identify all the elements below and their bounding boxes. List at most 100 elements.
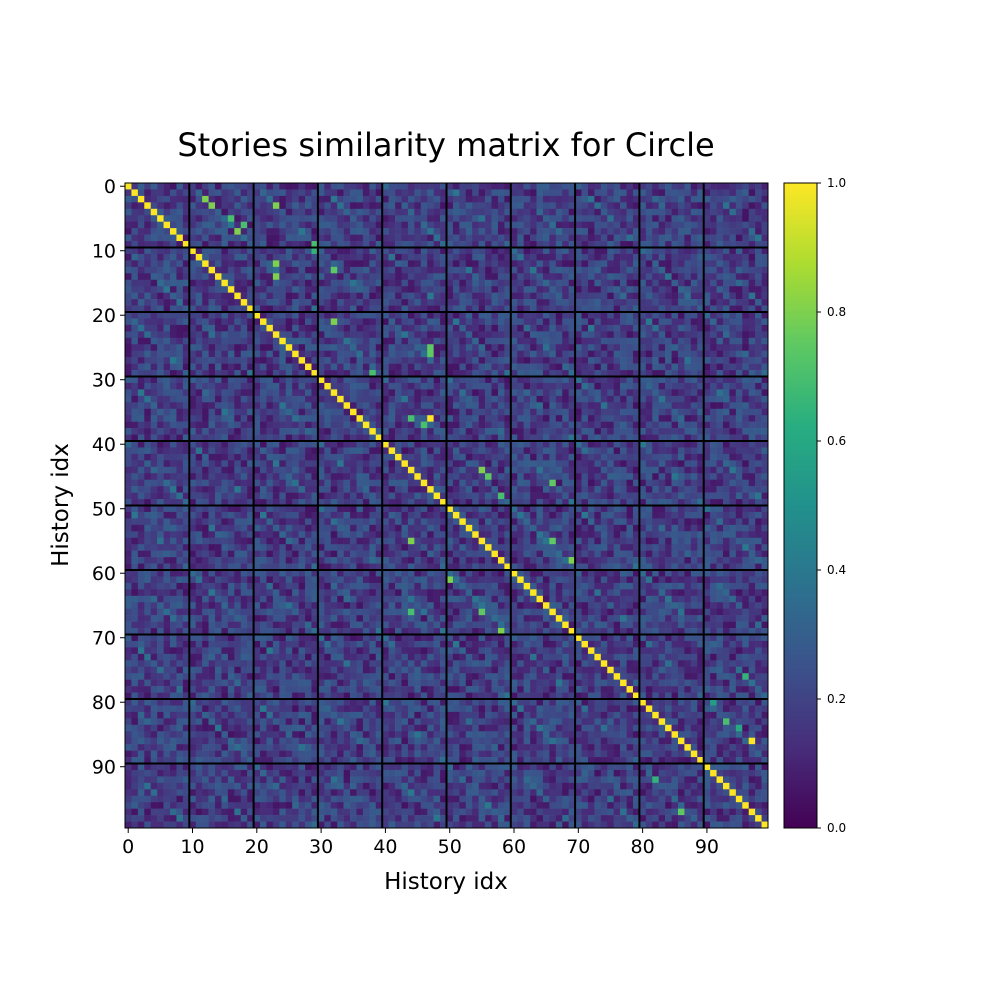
heatmap-cell (189, 279, 197, 287)
heatmap-cell (491, 363, 499, 371)
heatmap-cell (324, 408, 332, 416)
heatmap-cell (150, 195, 158, 203)
heatmap-cell (407, 479, 415, 487)
heatmap-cell (568, 473, 576, 480)
heatmap-cell (530, 434, 537, 442)
heatmap-cell (234, 395, 242, 403)
heatmap-cell (555, 492, 563, 500)
heatmap-cell (620, 434, 627, 442)
heatmap-cell (420, 189, 428, 197)
heatmap-cell (369, 466, 377, 474)
heatmap-cell (645, 208, 653, 216)
heatmap-cell (748, 370, 756, 377)
heatmap-cell (433, 228, 441, 235)
heatmap-cell (555, 208, 563, 216)
heatmap-cell (253, 208, 261, 216)
heatmap-cell (350, 318, 357, 326)
heatmap-cell (716, 337, 724, 345)
heatmap-cell (703, 441, 711, 448)
heatmap-cell (208, 221, 216, 229)
heatmap-cell (163, 266, 171, 274)
heatmap-cell (253, 266, 261, 274)
heatmap-cell (247, 473, 254, 480)
heatmap-cell (170, 344, 177, 351)
heatmap-cell (510, 318, 518, 326)
heatmap-cell (620, 447, 627, 455)
heatmap-cell (755, 428, 762, 435)
heatmap-cell (131, 492, 139, 500)
heatmap-cell (465, 299, 473, 306)
heatmap-cell (163, 286, 171, 293)
heatmap-cell (247, 292, 254, 300)
heatmap-cell (575, 260, 582, 268)
heatmap-cell (536, 370, 544, 377)
heatmap-cell (266, 299, 274, 306)
heatmap-cell (575, 350, 582, 358)
heatmap-cell (208, 241, 216, 248)
heatmap-cell (652, 247, 659, 255)
heatmap-cell (234, 266, 242, 274)
heatmap-cell (356, 363, 364, 371)
heatmap-cell (356, 312, 364, 319)
heatmap-cell (362, 241, 370, 248)
heatmap-cell (369, 312, 377, 319)
heatmap-cell (697, 344, 704, 351)
heatmap-cell (279, 370, 287, 377)
heatmap-cell (446, 357, 454, 364)
heatmap-cell (208, 350, 216, 358)
heatmap-cell (761, 402, 769, 410)
heatmap-cell (247, 253, 254, 261)
heatmap-cell (266, 324, 274, 332)
heatmap-cell (517, 350, 524, 358)
heatmap-cell (382, 370, 389, 377)
heatmap-cell (613, 299, 621, 306)
heatmap-cell (427, 415, 434, 422)
heatmap-cell (125, 247, 132, 255)
heatmap-cell (125, 415, 132, 422)
heatmap-cell (710, 389, 717, 397)
heatmap-cell (581, 389, 589, 397)
heatmap-cell (716, 215, 724, 222)
heatmap-cell (729, 324, 737, 332)
heatmap-cell (465, 473, 473, 480)
heatmap-cell (594, 221, 602, 229)
heatmap-cells (125, 183, 769, 829)
heatmap-cell (125, 389, 132, 397)
heatmap-cell (125, 337, 132, 345)
heatmap-cell (703, 228, 711, 235)
heatmap-cell (362, 492, 370, 500)
heatmap-cell (562, 395, 569, 403)
heatmap-cell (227, 279, 235, 287)
heatmap-cell (716, 453, 724, 461)
heatmap-cell (433, 241, 441, 248)
heatmap-cell (452, 337, 460, 345)
heatmap-cell (234, 389, 242, 397)
heatmap-cell (600, 402, 608, 410)
heatmap-cell (542, 453, 550, 461)
heatmap-cell (677, 312, 685, 319)
heatmap-cell (163, 499, 171, 506)
heatmap-cell (388, 318, 396, 326)
heatmap-cell (523, 447, 531, 455)
heatmap-cell (575, 421, 582, 429)
heatmap-cell (305, 189, 312, 197)
heatmap-cell (292, 389, 299, 397)
heatmap-cell (639, 318, 647, 326)
heatmap-cell (504, 402, 512, 410)
heatmap-cell (195, 202, 203, 210)
heatmap-cell (575, 441, 582, 448)
heatmap-cell (285, 318, 293, 326)
heatmap-cell (690, 415, 698, 422)
heatmap-cell (690, 266, 698, 274)
heatmap-cell (240, 453, 248, 461)
heatmap-cell (645, 441, 653, 448)
heatmap-cell (131, 337, 139, 345)
heatmap-cell (684, 241, 692, 248)
heatmap-cell (215, 344, 222, 351)
heatmap-cell (176, 441, 184, 448)
heatmap-cell (189, 389, 197, 397)
heatmap-cell (163, 273, 171, 281)
heatmap-cell (382, 202, 389, 210)
heatmap-cell (742, 466, 750, 474)
heatmap-cell (729, 402, 737, 410)
